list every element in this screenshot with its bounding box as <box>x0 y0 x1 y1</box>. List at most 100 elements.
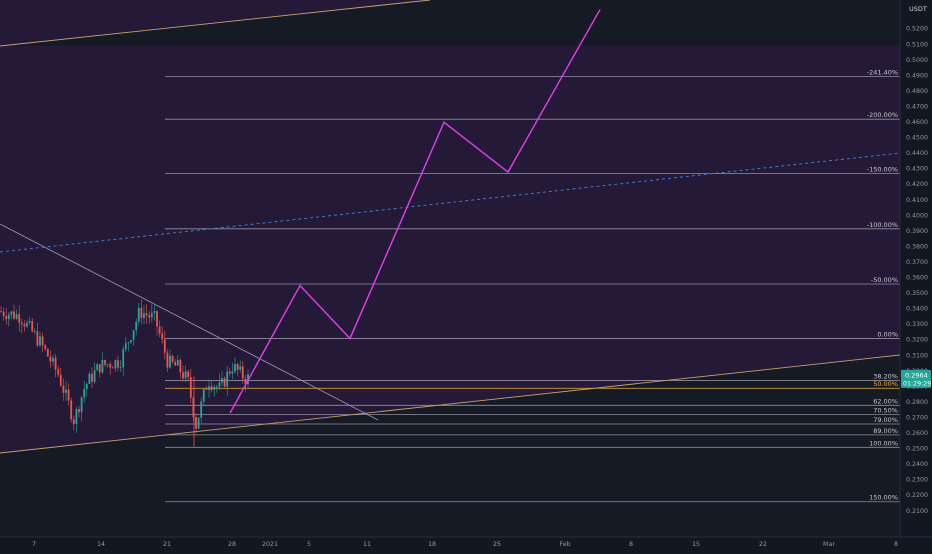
currency-label: USDT <box>909 5 927 13</box>
candle-body <box>182 372 184 379</box>
candle-body <box>197 417 200 429</box>
candle-body <box>2 311 5 317</box>
fib-label: 0.00% <box>877 330 898 338</box>
fib-label: 70.50% <box>873 407 898 415</box>
current-price-value: 0.2964 <box>905 371 928 379</box>
projection-path[interactable] <box>229 9 601 414</box>
candle-body <box>75 408 78 424</box>
time-tick-label: 8 <box>894 541 898 548</box>
candle-body <box>20 322 23 325</box>
candle-body <box>72 419 75 424</box>
time-tick-label: 2021 <box>262 541 278 548</box>
price-tick-label: 0.2700 <box>906 414 928 421</box>
candle-body <box>7 314 10 320</box>
candle-body <box>234 364 236 372</box>
candle-body <box>208 386 210 390</box>
candle-body <box>117 360 119 368</box>
candle-body <box>174 361 177 366</box>
candle-body <box>145 313 148 316</box>
fib-level-labels: -241.40% -200.00% -150.00% -100.00% -50.00% 0… <box>867 68 898 501</box>
time-tick-label: 11 <box>363 541 371 548</box>
price-tick-label: 0.2800 <box>906 399 928 406</box>
candle-body <box>158 326 161 334</box>
time-axis[interactable]: 7 14 21 28 2021 5 11 18 25 Feb 8 15 22 Mar 8 <box>0 536 932 550</box>
candle-body <box>218 382 221 387</box>
fib-label: -200.00% <box>867 111 898 119</box>
fib-label: -100.00% <box>867 221 898 229</box>
candle-body <box>39 336 41 346</box>
candle-body <box>127 342 130 344</box>
candle-body <box>78 408 80 413</box>
candle-body <box>132 330 135 341</box>
fib-label: -241.40% <box>867 68 898 76</box>
candle-body <box>163 339 166 353</box>
candle-body <box>241 366 244 379</box>
fib-label: 79.00% <box>873 416 898 424</box>
price-tick-label: 0.4900 <box>906 72 928 79</box>
candle-body <box>239 366 242 370</box>
candle-body <box>119 367 122 368</box>
lower-channel-line <box>0 354 901 454</box>
candle-body <box>192 397 195 418</box>
candle-body <box>15 314 18 319</box>
price-tick-label: 0.2600 <box>906 430 928 437</box>
price-tick-label: 0.4600 <box>906 119 928 126</box>
price-tick-label: 0.4400 <box>906 150 928 157</box>
time-tick-label: 14 <box>97 541 105 548</box>
candle-body <box>18 314 21 323</box>
candle-body <box>228 371 231 374</box>
price-tick-label: 0.3100 <box>906 352 928 359</box>
time-tick-label: 5 <box>307 541 311 548</box>
candle-body <box>62 385 65 393</box>
candle-body <box>54 357 57 370</box>
price-tick-label: 0.3800 <box>906 243 928 250</box>
candle-body <box>28 321 31 323</box>
price-axis[interactable]: 0.5200 0.5100 0.5000 0.4900 0.4800 0.4700 0.46… <box>899 0 932 550</box>
trendlines <box>0 0 901 454</box>
fib-label: 150.00% <box>869 494 898 502</box>
candle-body <box>200 401 203 418</box>
candle-body <box>26 322 28 327</box>
candle-body <box>215 386 218 388</box>
time-tick-label: 28 <box>228 541 236 548</box>
upper-channel-line <box>0 0 431 47</box>
candle-body <box>96 364 99 371</box>
candle-body <box>176 359 179 366</box>
time-axis-bg <box>0 537 932 550</box>
price-tick-label: 0.4800 <box>906 88 928 95</box>
mid-channel-dashed-line <box>0 152 901 253</box>
price-tick-label: 0.3900 <box>906 228 928 235</box>
candle-body <box>202 389 205 402</box>
candle-body <box>106 364 109 365</box>
candle-body <box>67 389 70 401</box>
candle-body <box>179 359 182 373</box>
candle-body <box>104 359 106 365</box>
candle-body <box>49 356 52 362</box>
candle-body <box>101 359 104 373</box>
price-axis-bg <box>900 0 932 550</box>
candle-body <box>236 364 239 370</box>
price-tick-label: 0.5100 <box>906 41 928 48</box>
candle-body <box>65 389 67 393</box>
fib-label: 89.00% <box>873 427 898 435</box>
price-tick-label: 0.2300 <box>906 477 928 484</box>
candle-body <box>213 386 216 390</box>
candle-body <box>122 349 125 368</box>
candle-body <box>148 315 151 318</box>
fib-label: 100.00% <box>869 439 898 447</box>
fib-level-lines <box>165 76 900 503</box>
price-tick-label: 0.4200 <box>906 181 928 188</box>
time-tick-label: 22 <box>759 541 767 548</box>
candle-body <box>57 369 60 375</box>
fib-label: 62.00% <box>873 397 898 405</box>
price-tick-label: 0.4000 <box>906 212 928 219</box>
candle-body <box>59 374 62 386</box>
candle-body <box>187 371 190 378</box>
candle-body <box>44 345 47 349</box>
price-tick-label: 0.2200 <box>906 492 928 499</box>
time-tick-label: 18 <box>428 541 436 548</box>
candle-body <box>223 378 226 387</box>
price-tick-label: 0.4300 <box>906 166 928 173</box>
